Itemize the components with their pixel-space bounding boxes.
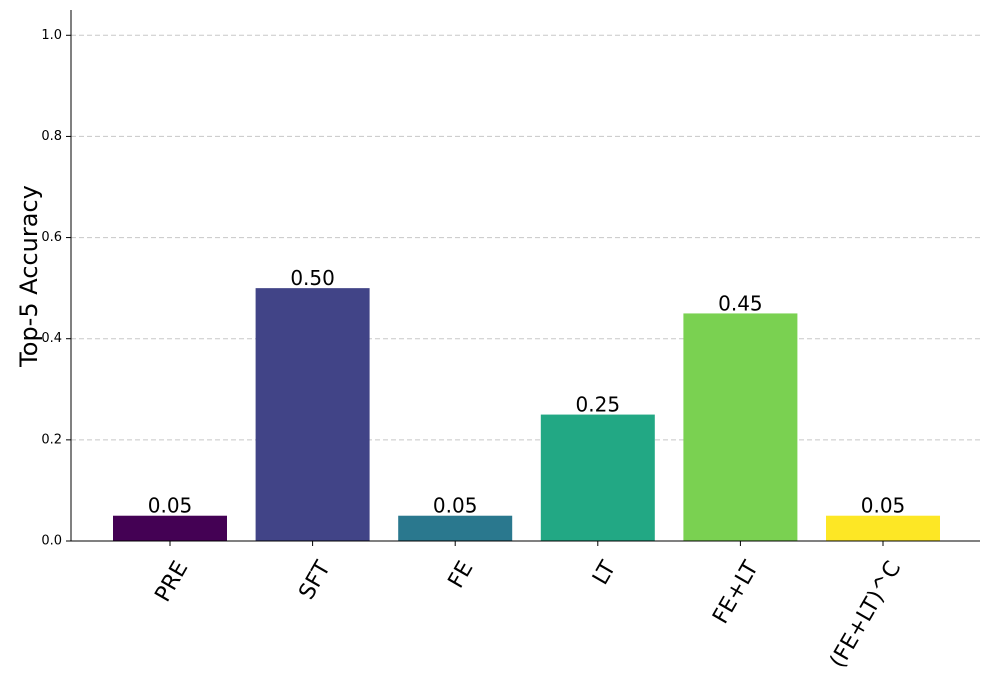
y-tick-label: 0.2 (41, 432, 62, 447)
gridlines (71, 34, 980, 441)
bar (113, 515, 227, 541)
x-tick-label: (FE+LT)^C (825, 557, 906, 672)
y-tick-label: 1.0 (41, 28, 62, 43)
bar (683, 313, 798, 541)
y-axis-title: Top-5 Accuracy (15, 185, 43, 368)
bar (255, 288, 370, 541)
x-tick-label: PRE (150, 557, 193, 606)
bar (398, 515, 513, 541)
y-tick-label: 0.6 (41, 230, 62, 245)
bar-value-label: 0.05 (148, 494, 193, 518)
bar-value-label: 0.45 (718, 291, 763, 315)
bar-value-label: 0.25 (576, 393, 621, 417)
bar (826, 515, 940, 541)
bar-value-label: 0.50 (290, 266, 335, 290)
y-tick-label: 0.4 (41, 331, 62, 346)
y-tick-label: 0.8 (41, 129, 62, 144)
x-tick-label: LT (588, 557, 621, 590)
x-tick-label: SFT (294, 557, 336, 604)
bar (540, 414, 655, 541)
bar-value-label: 0.05 (433, 494, 478, 518)
bars (113, 288, 940, 541)
axes (66, 10, 980, 546)
x-tick-label: FE+LT (708, 557, 764, 629)
x-tick-label: FE (444, 557, 479, 593)
bar-value-label: 0.05 (861, 494, 906, 518)
y-tick-label: 0.0 (41, 534, 62, 549)
